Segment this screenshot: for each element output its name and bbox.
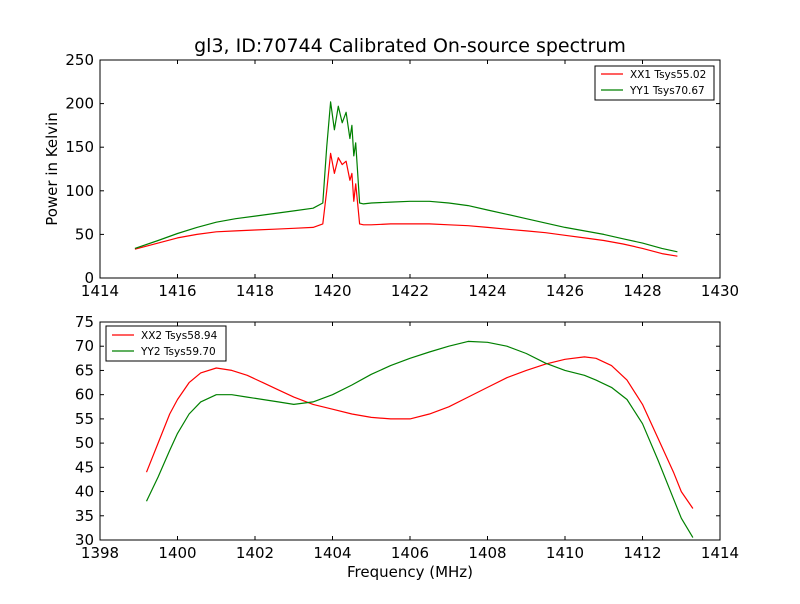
bottom-y-tick-label: 65 <box>75 361 94 379</box>
bottom-x-tick-label: 1408 <box>468 544 506 562</box>
top-legend-label-yy1: YY1 Tsys70.67 <box>629 85 705 97</box>
top-y-tick-label: 50 <box>75 225 94 243</box>
top-ticks-group: 1414 1416 1418 1420 1422 1424 1426 1428 1430 0 50 1… <box>65 51 739 300</box>
chart-title: gl3, ID:70744 Calibrated On-source spect… <box>194 35 626 57</box>
top-y-tick-label: 250 <box>65 51 94 69</box>
bottom-x-tick-label: 1406 <box>391 544 429 562</box>
bottom-x-tick-label: 1404 <box>313 544 351 562</box>
bottom-y-tick-label: 70 <box>75 337 94 355</box>
bottom-x-tick-label: 1412 <box>623 544 661 562</box>
bottom-x-tick-label: 1400 <box>158 544 196 562</box>
top-x-tick-label: 1414 <box>81 282 119 300</box>
bottom-legend: XX2 Tsys58.94 YY2 Tsys59.70 <box>105 325 227 362</box>
bottom-series-group <box>145 340 694 538</box>
bottom-y-tick-label: 35 <box>75 507 94 525</box>
bottom-x-tick-label: 1402 <box>236 544 274 562</box>
bottom-plot: 1398 1400 1402 1404 1406 1408 1410 1412 1414 30 35… <box>75 313 739 581</box>
top-series-line-0 <box>134 152 678 257</box>
bottom-y-tick-label: 60 <box>75 386 94 404</box>
bottom-series-line-0 <box>145 356 694 509</box>
bottom-x-tick-label: 1414 <box>701 544 739 562</box>
top-y-tick-label: 0 <box>84 269 94 287</box>
top-x-tick-label: 1430 <box>701 282 739 300</box>
top-y-tick-label: 100 <box>65 182 94 200</box>
bottom-y-tick-label: 55 <box>75 410 94 428</box>
top-x-tick-label: 1428 <box>623 282 661 300</box>
bottom-series-line-1 <box>145 340 694 538</box>
top-series-line-1 <box>134 101 678 253</box>
bottom-x-tick-label: 1398 <box>81 544 119 562</box>
top-x-tick-label: 1426 <box>546 282 584 300</box>
bottom-x-tick-label: 1410 <box>546 544 584 562</box>
top-legend-box <box>594 65 715 101</box>
top-x-tick-label: 1416 <box>158 282 196 300</box>
top-y-tick-label: 150 <box>65 138 94 156</box>
top-x-tick-label: 1420 <box>313 282 351 300</box>
top-legend: XX1 Tsys55.02 YY1 Tsys70.67 <box>594 65 715 101</box>
top-x-tick-label: 1418 <box>236 282 274 300</box>
bottom-y-tick-label: 30 <box>75 531 94 549</box>
top-legend-label-xx1: XX1 Tsys55.02 <box>630 69 706 81</box>
top-series-group <box>134 101 678 257</box>
bottom-ticks-group: 1398 1400 1402 1404 1406 1408 1410 1412 1414 30 35… <box>75 313 739 562</box>
bottom-y-tick-label: 50 <box>75 434 94 452</box>
top-x-tick-label: 1424 <box>468 282 506 300</box>
top-x-tick-label: 1422 <box>391 282 429 300</box>
bottom-y-tick-label: 75 <box>75 313 94 331</box>
top-y-axis-label: Power in Kelvin <box>43 112 61 226</box>
bottom-x-axis-label: Frequency (MHz) <box>347 563 473 581</box>
bottom-y-tick-label: 45 <box>75 458 94 476</box>
bottom-legend-box <box>105 325 227 362</box>
bottom-legend-label-yy2: YY2 Tsys59.70 <box>140 346 216 358</box>
bottom-y-tick-label: 40 <box>75 483 94 501</box>
top-plot: 1414 1416 1418 1420 1422 1424 1426 1428 1430 0 50 1… <box>43 51 739 300</box>
bottom-legend-label-xx2: XX2 Tsys58.94 <box>141 330 218 342</box>
top-y-tick-label: 200 <box>65 95 94 113</box>
